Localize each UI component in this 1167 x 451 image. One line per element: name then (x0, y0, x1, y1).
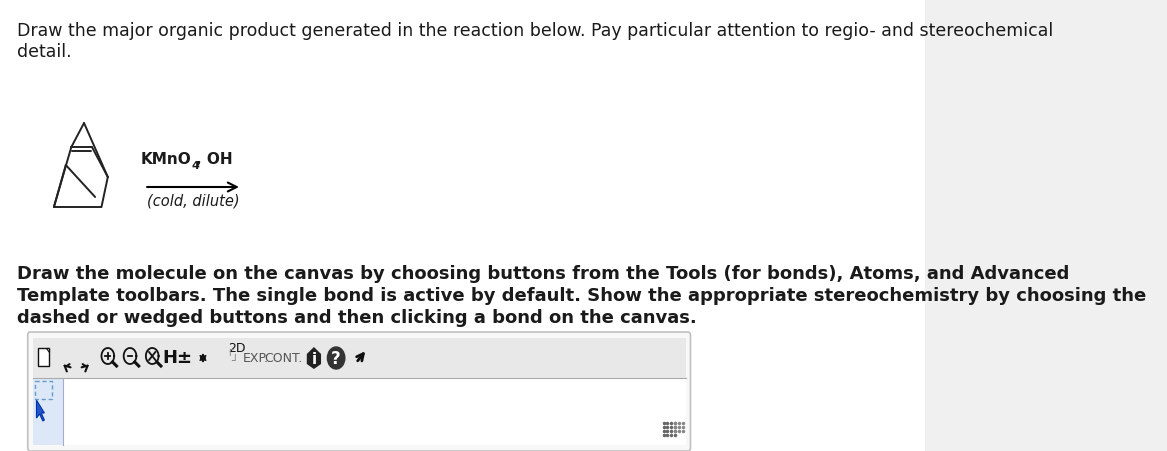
Text: ┌: ┌ (226, 346, 232, 356)
Bar (33, 378, 63, 445)
Text: , OH: , OH (196, 152, 233, 167)
Text: H±: H± (162, 349, 193, 367)
Text: CONT.: CONT. (265, 351, 303, 364)
Text: detail.: detail. (18, 43, 72, 61)
Text: ┘: ┘ (231, 356, 238, 366)
Text: 2D: 2D (229, 342, 246, 355)
FancyBboxPatch shape (28, 332, 691, 451)
Text: (cold, dilute): (cold, dilute) (147, 193, 239, 208)
Polygon shape (307, 347, 321, 369)
Text: i: i (312, 351, 316, 367)
Polygon shape (46, 348, 49, 352)
Bar (33, 338, 686, 378)
Text: dashed or wedged buttons and then clicking a bond on the canvas.: dashed or wedged buttons and then clicki… (18, 309, 697, 327)
Circle shape (328, 347, 344, 369)
Bar (39, 348, 49, 366)
Text: Draw the molecule on the canvas by choosing buttons from the Tools (for bonds), : Draw the molecule on the canvas by choos… (18, 265, 1070, 283)
Polygon shape (36, 400, 44, 421)
Bar (33, 378, 686, 445)
Text: Template toolbars. The single bond is active by default. Show the appropriate st: Template toolbars. The single bond is ac… (18, 287, 1147, 305)
Text: EXP.: EXP. (243, 351, 270, 364)
Text: 4: 4 (191, 161, 200, 171)
Text: Draw the major organic product generated in the reaction below. Pay particular a: Draw the major organic product generated… (18, 22, 1054, 40)
Text: ?: ? (331, 350, 341, 368)
Text: KMnO: KMnO (141, 152, 191, 167)
